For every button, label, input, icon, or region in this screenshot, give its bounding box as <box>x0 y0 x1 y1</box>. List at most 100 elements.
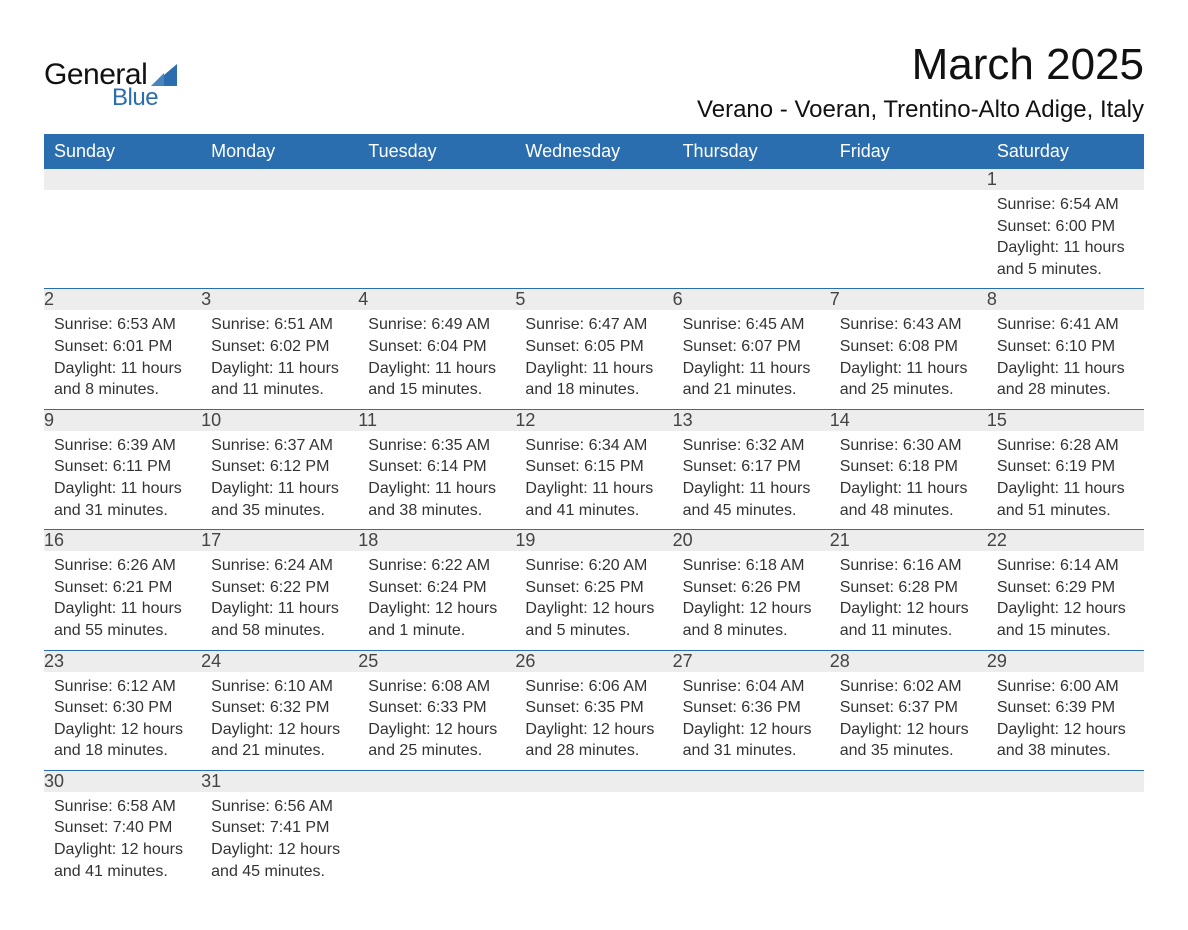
weekday-header: Tuesday <box>358 134 515 169</box>
day-data-cell: Sunrise: 6:30 AMSunset: 6:18 PMDaylight:… <box>830 431 987 530</box>
day-number: 7 <box>830 289 840 309</box>
day-number: 9 <box>44 410 54 430</box>
sunrise-text: Sunrise: 6:22 AM <box>368 555 505 577</box>
day-details: Sunrise: 6:58 AMSunset: 7:40 PMDaylight:… <box>44 792 201 890</box>
sunrise-text: Sunrise: 6:00 AM <box>997 676 1134 698</box>
day-number-cell: 15 <box>987 409 1144 431</box>
day-number-cell: 4 <box>358 289 515 311</box>
sunrise-text: Sunrise: 6:47 AM <box>525 314 662 336</box>
day-data-row: Sunrise: 6:39 AMSunset: 6:11 PMDaylight:… <box>44 431 1144 530</box>
daylight-text-1: Daylight: 11 hours <box>683 358 820 380</box>
sunrise-text: Sunrise: 6:06 AM <box>525 676 662 698</box>
daylight-text-2: and 11 minutes. <box>211 379 348 401</box>
day-details: Sunrise: 6:45 AMSunset: 6:07 PMDaylight:… <box>673 310 830 408</box>
day-number: 6 <box>673 289 683 309</box>
day-number-cell: 6 <box>673 289 830 311</box>
daylight-text-1: Daylight: 11 hours <box>211 358 348 380</box>
day-number-cell: 26 <box>515 650 672 672</box>
daylight-text-2: and 8 minutes. <box>54 379 191 401</box>
sunset-text: Sunset: 6:21 PM <box>54 577 191 599</box>
day-number-cell: 2 <box>44 289 201 311</box>
day-number-cell: 28 <box>830 650 987 672</box>
daynum-row: 16171819202122 <box>44 530 1144 552</box>
weekday-header: Saturday <box>987 134 1144 169</box>
day-data-cell <box>673 792 830 890</box>
day-data-cell <box>358 190 515 289</box>
day-number-cell <box>830 770 987 792</box>
day-number-cell <box>201 169 358 190</box>
day-number-cell: 21 <box>830 530 987 552</box>
daylight-text-1: Daylight: 12 hours <box>368 719 505 741</box>
daylight-text-2: and 48 minutes. <box>840 500 977 522</box>
day-number-cell: 14 <box>830 409 987 431</box>
day-number: 22 <box>987 530 1007 550</box>
day-number-cell: 10 <box>201 409 358 431</box>
day-data-cell: Sunrise: 6:00 AMSunset: 6:39 PMDaylight:… <box>987 672 1144 771</box>
day-details: Sunrise: 6:02 AMSunset: 6:37 PMDaylight:… <box>830 672 987 770</box>
month-title: March 2025 <box>697 40 1144 90</box>
day-number-cell: 3 <box>201 289 358 311</box>
empty-day <box>830 792 987 826</box>
day-number: 8 <box>987 289 997 309</box>
day-number: 30 <box>44 771 64 791</box>
day-number-cell: 18 <box>358 530 515 552</box>
sunset-text: Sunset: 6:14 PM <box>368 456 505 478</box>
logo-text-blue: Blue <box>112 84 177 112</box>
sunrise-text: Sunrise: 6:26 AM <box>54 555 191 577</box>
sunset-text: Sunset: 6:02 PM <box>211 336 348 358</box>
sunset-text: Sunset: 6:26 PM <box>683 577 820 599</box>
sunrise-text: Sunrise: 6:45 AM <box>683 314 820 336</box>
empty-day <box>515 792 672 826</box>
day-data-cell <box>201 190 358 289</box>
day-details: Sunrise: 6:10 AMSunset: 6:32 PMDaylight:… <box>201 672 358 770</box>
empty-day <box>358 792 515 826</box>
sunset-text: Sunset: 6:15 PM <box>525 456 662 478</box>
daylight-text-1: Daylight: 11 hours <box>368 478 505 500</box>
empty-day <box>44 190 201 224</box>
sunset-text: Sunset: 6:17 PM <box>683 456 820 478</box>
day-data-cell: Sunrise: 6:08 AMSunset: 6:33 PMDaylight:… <box>358 672 515 771</box>
daylight-text-2: and 5 minutes. <box>525 620 662 642</box>
day-details: Sunrise: 6:24 AMSunset: 6:22 PMDaylight:… <box>201 551 358 649</box>
daylight-text-2: and 38 minutes. <box>368 500 505 522</box>
day-number-cell: 16 <box>44 530 201 552</box>
day-details: Sunrise: 6:41 AMSunset: 6:10 PMDaylight:… <box>987 310 1144 408</box>
day-data-cell: Sunrise: 6:37 AMSunset: 6:12 PMDaylight:… <box>201 431 358 530</box>
daylight-text-2: and 31 minutes. <box>54 500 191 522</box>
day-data-cell: Sunrise: 6:22 AMSunset: 6:24 PMDaylight:… <box>358 551 515 650</box>
day-data-cell: Sunrise: 6:06 AMSunset: 6:35 PMDaylight:… <box>515 672 672 771</box>
day-data-cell: Sunrise: 6:45 AMSunset: 6:07 PMDaylight:… <box>673 310 830 409</box>
sunrise-text: Sunrise: 6:08 AM <box>368 676 505 698</box>
day-data-cell: Sunrise: 6:16 AMSunset: 6:28 PMDaylight:… <box>830 551 987 650</box>
day-number: 31 <box>201 771 221 791</box>
day-number-cell <box>987 770 1144 792</box>
daylight-text-2: and 1 minute. <box>368 620 505 642</box>
sunset-text: Sunset: 6:08 PM <box>840 336 977 358</box>
daylight-text-1: Daylight: 11 hours <box>997 358 1134 380</box>
daylight-text-2: and 21 minutes. <box>211 740 348 762</box>
sunset-text: Sunset: 6:28 PM <box>840 577 977 599</box>
sunrise-text: Sunrise: 6:02 AM <box>840 676 977 698</box>
sunset-text: Sunset: 6:33 PM <box>368 697 505 719</box>
sunset-text: Sunset: 6:37 PM <box>840 697 977 719</box>
day-data-cell: Sunrise: 6:14 AMSunset: 6:29 PMDaylight:… <box>987 551 1144 650</box>
empty-day <box>201 190 358 224</box>
sunrise-text: Sunrise: 6:14 AM <box>997 555 1134 577</box>
day-data-cell: Sunrise: 6:54 AMSunset: 6:00 PMDaylight:… <box>987 190 1144 289</box>
daylight-text-2: and 28 minutes. <box>997 379 1134 401</box>
daynum-row: 1 <box>44 169 1144 190</box>
daylight-text-1: Daylight: 11 hours <box>54 598 191 620</box>
sunset-text: Sunset: 6:30 PM <box>54 697 191 719</box>
empty-day <box>673 190 830 224</box>
sunset-text: Sunset: 6:36 PM <box>683 697 820 719</box>
day-number-cell: 20 <box>673 530 830 552</box>
day-details: Sunrise: 6:51 AMSunset: 6:02 PMDaylight:… <box>201 310 358 408</box>
daylight-text-2: and 58 minutes. <box>211 620 348 642</box>
daylight-text-1: Daylight: 11 hours <box>54 478 191 500</box>
sunset-text: Sunset: 6:05 PM <box>525 336 662 358</box>
daylight-text-2: and 31 minutes. <box>683 740 820 762</box>
daylight-text-2: and 18 minutes. <box>54 740 191 762</box>
day-number-cell: 31 <box>201 770 358 792</box>
day-number: 13 <box>673 410 693 430</box>
daylight-text-1: Daylight: 11 hours <box>997 237 1134 259</box>
